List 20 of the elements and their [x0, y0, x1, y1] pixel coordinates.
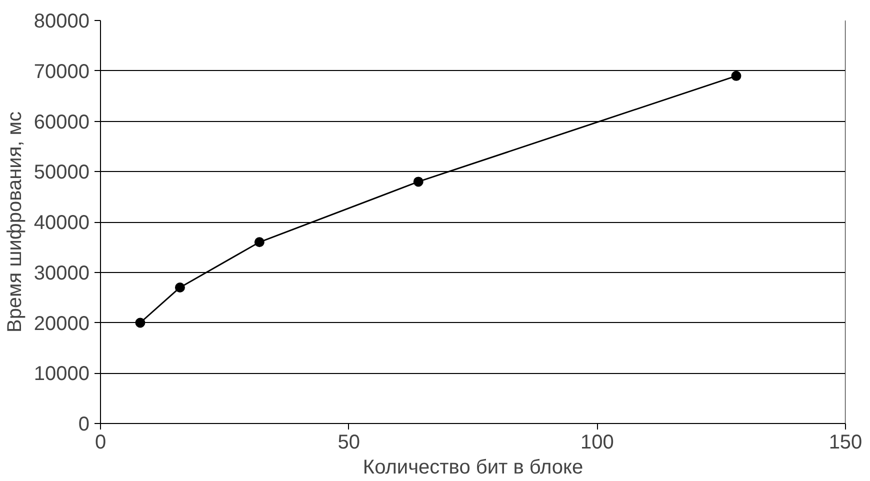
- y-tick-label: 60000: [34, 111, 90, 134]
- point: [135, 318, 146, 328]
- point: [731, 70, 742, 81]
- point: [413, 176, 424, 187]
- y-tick-label: 20000: [34, 312, 90, 335]
- x-tick-label: 100: [580, 432, 614, 454]
- point: [254, 237, 264, 248]
- x-tick-label: 0: [94, 432, 106, 454]
- y-tick-label: 10000: [34, 363, 90, 386]
- x-tick-label: 50: [338, 432, 360, 454]
- y-tick-label: 70000: [34, 60, 90, 83]
- y-tick-label: 80000: [34, 10, 90, 32]
- y-axis-title: Время шифрования, мс: [4, 111, 26, 333]
- y-tick-label: 0: [78, 414, 90, 436]
- y-tick-label: 30000: [34, 262, 90, 284]
- point: [174, 282, 185, 292]
- y-tick-label: 40000: [34, 212, 90, 234]
- x-axis-title: Количество бит в блоке: [362, 456, 584, 478]
- x-tick-label: 150: [828, 432, 862, 454]
- y-tick-label: 50000: [34, 162, 90, 184]
